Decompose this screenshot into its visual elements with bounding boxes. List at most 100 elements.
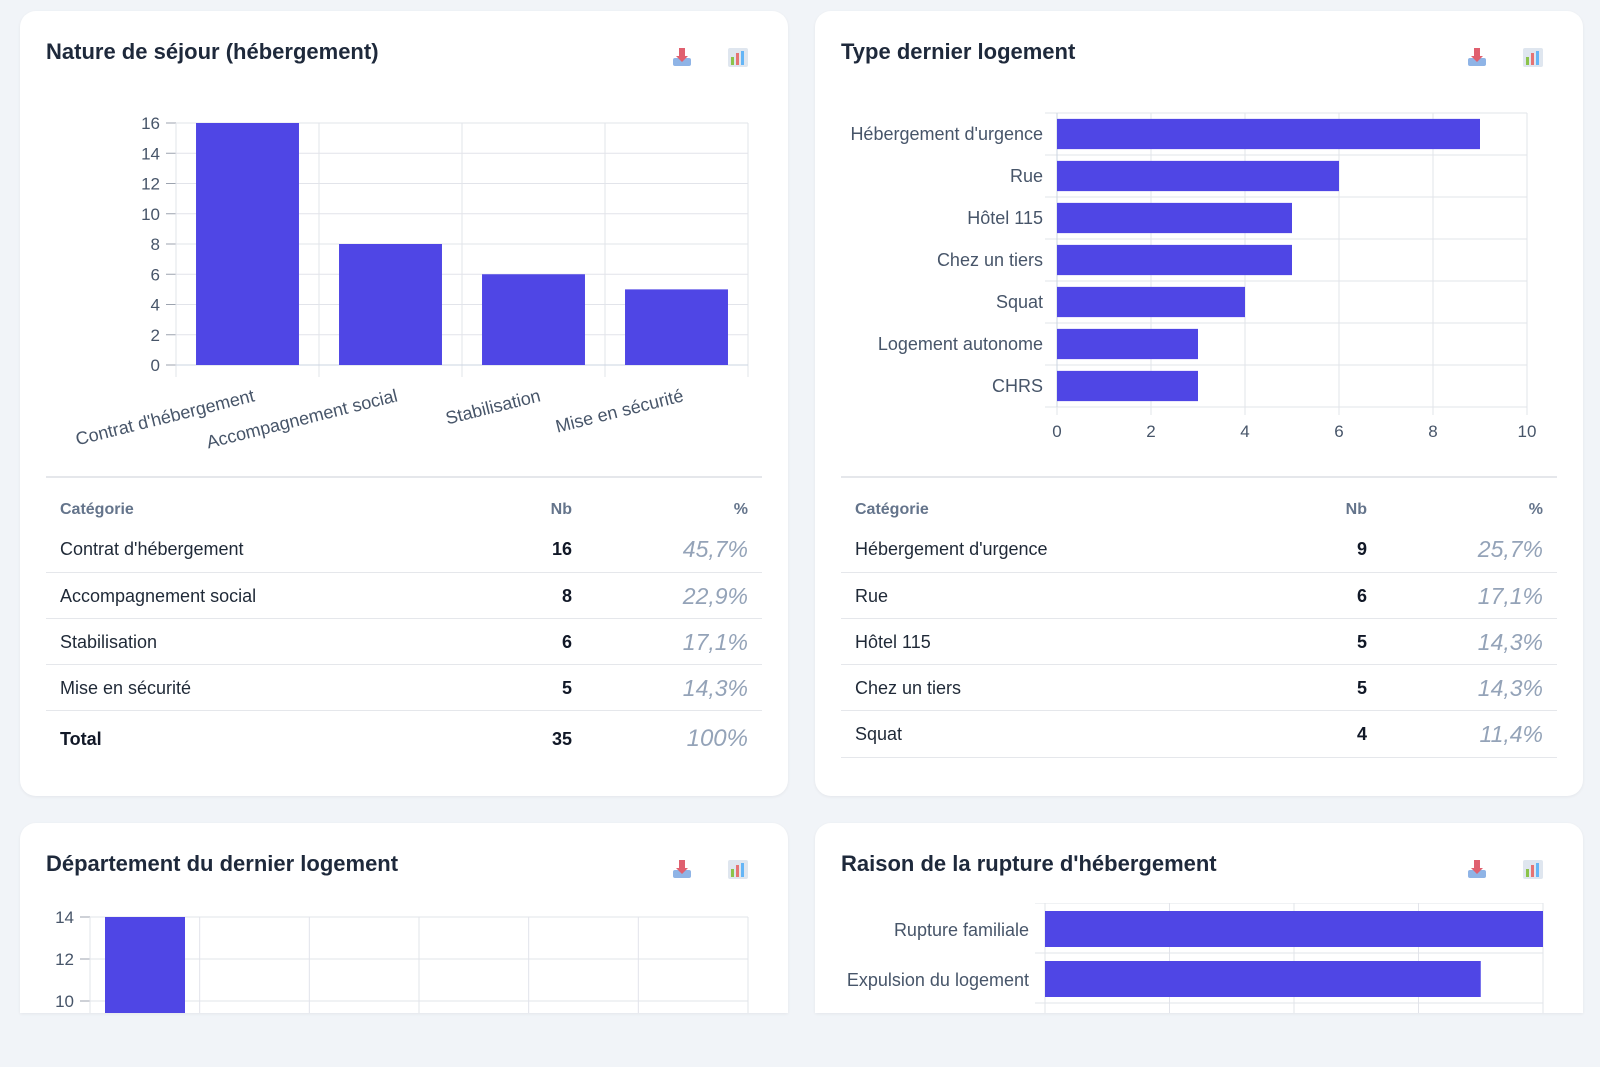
bar: [196, 123, 299, 365]
card-title: Département du dernier logement: [46, 851, 399, 876]
row-percent: 17,1%: [682, 629, 748, 655]
bar: [1057, 328, 1198, 360]
table-row: Hôtel 115 5 14,3%: [841, 618, 1557, 665]
bar: [1057, 160, 1339, 192]
y-tick-label: 12: [141, 175, 160, 194]
x-tick-label: 10: [1518, 422, 1537, 441]
bar-chart-icon[interactable]: [726, 857, 750, 881]
bar-chart-icon[interactable]: [1521, 857, 1545, 881]
table-row: Chez un tiers 5 14,3%: [841, 664, 1557, 711]
bar-chart-icon[interactable]: [726, 45, 750, 69]
card-title: Raison de la rupture d'hébergement: [841, 851, 1217, 876]
bar: [1057, 202, 1292, 234]
row-count: 5: [1356, 632, 1367, 652]
table-row: Contrat d'hébergement 16 45,7%: [46, 526, 762, 572]
bar: [1045, 961, 1481, 997]
x-tick-label: 2: [1146, 422, 1155, 441]
y-tick-label: 0: [151, 356, 160, 375]
total-label: Total: [60, 729, 102, 749]
column-header-categorie: Catégorie: [855, 501, 929, 518]
row-label: Hébergement d'urgence: [855, 539, 1048, 559]
row-count: 4: [1356, 724, 1367, 744]
row-label: Squat: [855, 724, 903, 744]
x-tick-label: Mise en sécurité: [553, 385, 685, 436]
divider: [841, 476, 1557, 478]
y-tick-label: 8: [151, 235, 160, 254]
x-tick-label: Stabilisation: [443, 385, 542, 428]
bar: [625, 289, 728, 365]
row-percent: 25,7%: [1477, 536, 1543, 562]
x-tick-label: 4: [1240, 422, 1249, 441]
row-label: Contrat d'hébergement: [60, 539, 244, 559]
x-tick-label: 0: [1052, 422, 1061, 441]
data-table: Catégorie Nb % Contrat d'hébergement 16 …: [46, 499, 762, 789]
y-tick-label: Hébergement d'urgence: [850, 124, 1043, 144]
y-tick-label: 14: [55, 908, 74, 927]
table-row: Hébergement d'urgence 9 25,7%: [841, 526, 1557, 572]
download-icon[interactable]: [670, 857, 694, 881]
row-count: 5: [561, 678, 572, 698]
card-type-dernier-logement: Type dernier logement 0 2 4 6 8 10 Hébergement…: [815, 11, 1583, 796]
table-row: Stabilisation 6 17,1%: [46, 618, 762, 665]
divider: [46, 476, 762, 478]
row-count: 16: [551, 539, 572, 559]
table-row: Squat 4 11,4%: [841, 710, 1557, 758]
data-table: Catégorie Nb % Hébergement d'urgence 9 2…: [841, 499, 1557, 789]
y-tick-label: Logement autonome: [878, 334, 1043, 354]
row-percent: 14,3%: [682, 675, 748, 701]
y-tick-label: 10: [141, 205, 160, 224]
card-raison-rupture: Raison de la rupture d'hébergement Ruptu…: [815, 823, 1583, 1013]
row-label: Stabilisation: [60, 632, 158, 652]
x-tick-label: 6: [1334, 422, 1343, 441]
row-label: Chez un tiers: [855, 678, 962, 698]
table-row: Accompagnement social 8 22,9%: [46, 572, 762, 619]
y-tick-label: 2: [151, 326, 160, 345]
row-count: 6: [1356, 586, 1367, 606]
card-title: Type dernier logement: [841, 39, 1076, 64]
column-header-nb: Nb: [1345, 501, 1367, 518]
download-icon[interactable]: [1465, 857, 1489, 881]
total-percent: 100%: [686, 725, 748, 752]
y-tick-label: 10: [55, 992, 74, 1011]
table-row: Rue 6 17,1%: [841, 572, 1557, 619]
total-count: 35: [551, 729, 572, 749]
bar: [339, 244, 442, 365]
row-percent: 14,3%: [1477, 629, 1543, 655]
row-percent: 45,7%: [682, 536, 748, 562]
bar: [1057, 370, 1198, 402]
y-tick-label: 14: [141, 144, 160, 163]
row-count: 8: [561, 586, 572, 606]
column-header-pct: %: [1528, 501, 1543, 518]
bar: [1057, 286, 1245, 318]
table-row: Mise en sécurité 5 14,3%: [46, 664, 762, 711]
y-tick-label: Hôtel 115: [967, 208, 1043, 228]
y-tick-label: CHRS: [992, 376, 1043, 396]
y-tick-label: Chez un tiers: [937, 250, 1043, 270]
row-label: Accompagnement social: [60, 586, 257, 606]
y-tick-label: 4: [151, 296, 160, 315]
download-icon[interactable]: [1465, 45, 1489, 69]
y-tick-label: Rue: [1010, 166, 1043, 186]
column-header-nb: Nb: [550, 501, 572, 518]
column-header-categorie: Catégorie: [60, 501, 134, 518]
chart-departement: 14 12 10: [55, 908, 749, 1013]
row-percent: 22,9%: [682, 583, 748, 609]
card-title: Nature de séjour (hébergement): [46, 39, 379, 64]
row-label: Mise en sécurité: [60, 678, 192, 698]
bar: [105, 917, 185, 1013]
bar: [1057, 244, 1292, 276]
bar-chart-icon[interactable]: [1521, 45, 1545, 69]
row-count: 5: [1356, 678, 1367, 698]
bar: [1057, 118, 1480, 150]
y-tick-label: Expulsion du logement: [847, 970, 1029, 990]
card-nature-sejour: Nature de séjour (hébergement) 0 2 4 6 8 10 12…: [20, 11, 788, 796]
bar: [482, 274, 585, 365]
row-count: 9: [1356, 539, 1367, 559]
row-label: Rue: [855, 586, 889, 606]
y-tick-label: 6: [151, 265, 160, 284]
row-percent: 14,3%: [1477, 675, 1543, 701]
row-percent: 11,4%: [1479, 721, 1543, 747]
y-tick-label: 16: [141, 114, 160, 133]
download-icon[interactable]: [670, 45, 694, 69]
